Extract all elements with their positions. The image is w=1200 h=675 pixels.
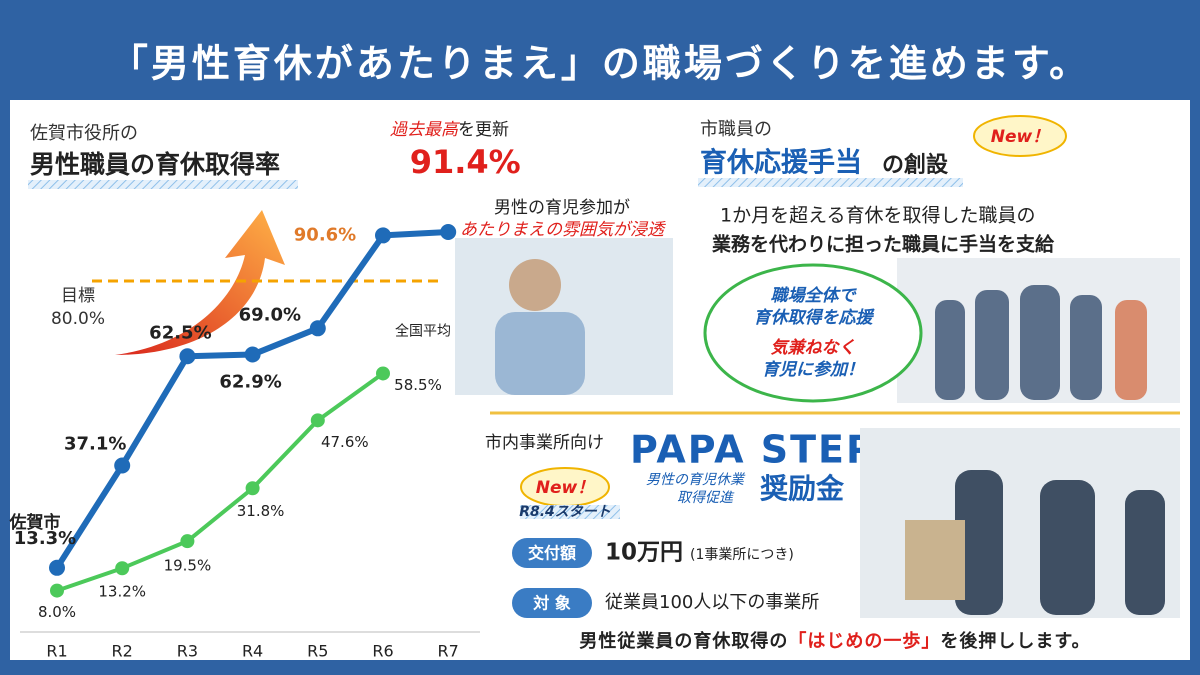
stripe <box>28 180 298 189</box>
series-name: 全国平均 <box>395 322 451 339</box>
bubble-text: 気兼ねなく <box>771 338 856 358</box>
value-label: 13.3% <box>14 528 76 549</box>
x-tick-label: R2 <box>112 642 133 661</box>
badge-text: New！ <box>536 478 594 498</box>
bubble-text: 育休取得を応援 <box>754 308 876 328</box>
photo-figures <box>935 285 1147 400</box>
value-label: 91.4% <box>410 143 521 181</box>
line <box>56 371 385 593</box>
value-label: 13.2% <box>98 583 146 601</box>
allowance-desc: 業務を代わりに担った職員に手当を支給 <box>711 233 1055 256</box>
stripe <box>520 505 620 519</box>
value-label: 37.1% <box>64 433 126 454</box>
x-tick-label: R6 <box>372 642 393 661</box>
chart-subtitle: 佐賀市役所の <box>30 123 138 144</box>
speech-bubble <box>703 263 923 403</box>
value-label: 31.8% <box>237 502 285 520</box>
x-tick-label: R5 <box>307 642 328 661</box>
badge <box>973 115 1067 157</box>
point <box>309 320 326 337</box>
annotation: 過去最高を更新 <box>390 120 509 140</box>
annotation-emphasis: 過去最高 <box>390 120 461 140</box>
value-label: 62.5% <box>149 322 211 343</box>
eligibility-label: 対 象 <box>532 594 571 613</box>
x-tick-label: R4 <box>242 642 263 661</box>
program-sub: 取得促進 <box>677 490 735 506</box>
point <box>244 346 261 363</box>
photo-caption: 男性の育児参加が <box>494 198 630 218</box>
footer-emphasis: 「はじめの一歩」 <box>788 630 940 652</box>
bubble-text: 育児に参加！ <box>762 360 864 380</box>
footer-text: を後押しします。 <box>940 630 1090 652</box>
value-label: 19.5% <box>164 557 212 575</box>
value-label: 62.9% <box>219 372 281 393</box>
photo-figure <box>495 312 585 395</box>
program-sub: 男性の育児休業 <box>646 472 746 488</box>
value-label: 47.6% <box>321 433 369 451</box>
photo-caption: あたりまえの雰囲気が浸透 <box>460 220 666 240</box>
point <box>114 457 131 474</box>
allowance-suffix: の創設 <box>882 152 949 178</box>
program-name: PAPA STEP <box>630 428 876 472</box>
amount-label: 交付額 <box>528 544 576 563</box>
badge-text: New！ <box>991 127 1049 147</box>
footer: 男性従業員の育休取得の「はじめの一歩」を後押しします。 <box>579 630 1090 652</box>
allowance-intro: 市職員の <box>700 119 772 140</box>
point <box>310 413 325 428</box>
point <box>50 583 64 598</box>
annotation-rest: を更新 <box>458 120 509 140</box>
photo-figures <box>905 470 1165 615</box>
x-tick-label: R1 <box>46 642 67 661</box>
point <box>376 366 390 381</box>
audience: 市内事業所向け <box>485 433 604 453</box>
point <box>375 227 391 244</box>
eligibility: 従業員100人以下の事業所 <box>605 592 819 613</box>
page-title: 「男性育休があたりまえ」の職場づくりを進めます。 <box>110 42 1090 86</box>
program-grant: 奨励金 <box>760 472 845 505</box>
series-name: 佐賀市 <box>9 512 61 533</box>
point <box>179 348 196 365</box>
pill <box>512 588 592 618</box>
stripe <box>698 178 963 187</box>
chart-title: 男性職員の育休取得率 <box>30 150 280 179</box>
point <box>440 223 457 240</box>
start-date: R8.4スタート <box>519 504 611 520</box>
pill <box>512 538 592 568</box>
value-label: 58.5% <box>394 376 442 394</box>
allowance-name: 育休応援手当 <box>700 147 862 179</box>
allowance-desc: 1か月を超える育休を取得した職員の <box>720 205 1036 227</box>
point <box>180 534 195 549</box>
point <box>115 561 130 576</box>
x-tick-label: R3 <box>177 642 198 661</box>
target-value: 80.0% <box>51 309 105 329</box>
photo-figure <box>509 259 561 311</box>
point <box>49 559 65 576</box>
amount: 10万円 <box>605 540 683 566</box>
point <box>245 481 260 496</box>
footer-text: 男性従業員の育休取得の <box>579 630 788 652</box>
x-tick-label: R7 <box>438 642 459 661</box>
value-label: 90.6% <box>294 224 356 245</box>
target-label: 目標 <box>61 286 95 306</box>
bubble-text: 職場全体で <box>771 286 858 306</box>
trend-arrow <box>115 210 285 355</box>
amount-note: (1事業所につき) <box>690 547 794 563</box>
value-label: 8.0% <box>38 603 76 621</box>
value-label: 69.0% <box>239 304 301 325</box>
